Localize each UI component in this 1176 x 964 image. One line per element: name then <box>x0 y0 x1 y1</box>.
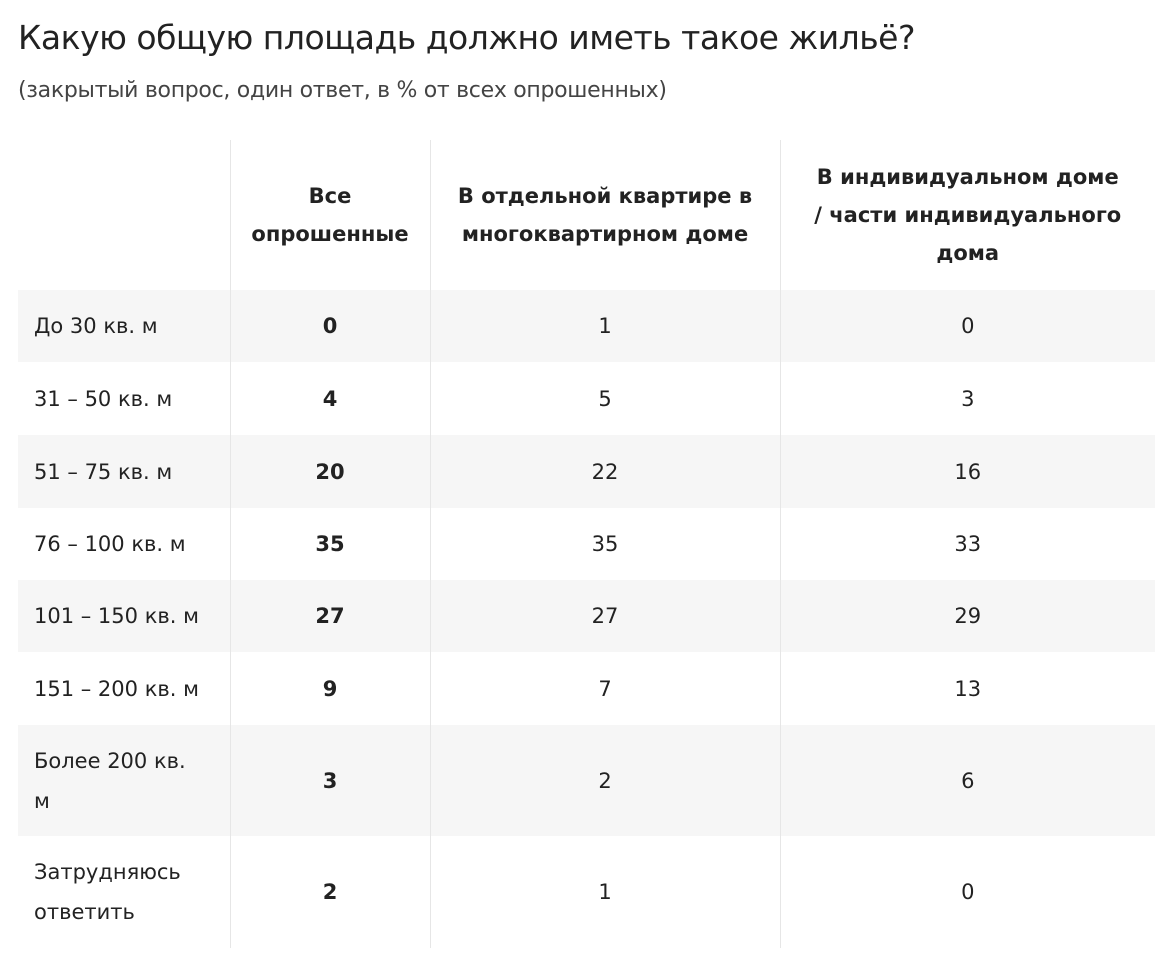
cell-value: 9 <box>229 652 430 725</box>
column-header-text: Все опрошенные <box>251 184 409 246</box>
cell-value: 20 <box>229 435 430 508</box>
cell-value: 3 <box>229 725 430 836</box>
cell-value: 4 <box>229 362 430 435</box>
cell-value: 33 <box>779 508 1155 580</box>
row-label: 51 – 75 кв. м <box>18 435 230 508</box>
survey-table: Все опрошенные В отдельной квартире в мн… <box>18 140 1155 948</box>
cell-value: 1 <box>429 290 780 362</box>
cell-value: 1 <box>429 836 780 948</box>
table-row: 151 – 200 кв. м 9 7 13 <box>18 652 1155 725</box>
corner <box>18 140 230 290</box>
cell-value: 0 <box>229 290 430 362</box>
row-label: Более 200 кв. м <box>18 725 230 836</box>
table-row: 51 – 75 кв. м 20 22 16 <box>18 435 1155 508</box>
cell-value: 35 <box>229 508 430 580</box>
title: Какую общую площадь должно иметь такое ж… <box>18 18 916 57</box>
column-header: Все опрошенные <box>229 140 430 290</box>
cell-value: 7 <box>429 652 780 725</box>
cell-value: 22 <box>429 435 780 508</box>
row-label: 76 – 100 кв. м <box>34 532 186 556</box>
row-label: 31 – 50 кв. м <box>34 386 173 411</box>
row-label: 101 – 150 кв. м <box>18 580 230 652</box>
subtitle: (закрытый вопрос, один ответ, в % от все… <box>18 78 667 103</box>
header-row: Все опрошенные В отдельной квартире в мн… <box>18 140 1155 290</box>
column-header-text: В индивидуальном доме / части индивидуал… <box>814 165 1122 265</box>
table-row: 76 – 100 кв. м 35 35 33 <box>18 508 1155 580</box>
cell-value: 27 <box>429 580 780 652</box>
cell-value: 5 <box>429 362 780 435</box>
cell-value: 13 <box>779 652 1155 725</box>
cell-value: 2 <box>229 836 430 948</box>
cell-value: 35 <box>429 508 780 580</box>
cell-value: 0 <box>779 836 1155 948</box>
cell-value: 16 <box>779 435 1155 508</box>
cell-value: 2 <box>429 725 780 836</box>
cell-value: 0 <box>779 290 1155 362</box>
row-label: До 30 кв. м <box>18 290 230 362</box>
column-header-text: В отдельной квартире в многоквартирном д… <box>457 184 753 246</box>
cell-value: 6 <box>779 725 1155 836</box>
cell-value: 3 <box>779 362 1155 435</box>
column-header: В отдельной квартире в многоквартирном д… <box>429 140 780 290</box>
row-label: Затрудняюсь ответить <box>34 860 181 924</box>
table-row: Затрудняюсь ответить 2 1 0 <box>18 836 1155 948</box>
column-header: В индивидуальном доме / части индивидуал… <box>779 140 1155 290</box>
table-body: До 30 кв. м 0 1 0 31 – 50 кв. м 4 5 3 51 – 75 кв… <box>18 290 1155 948</box>
cell-value: 27 <box>229 580 430 652</box>
cell-value: 29 <box>779 580 1155 652</box>
table-row: 101 – 150 кв. м 27 27 29 <box>18 580 1155 652</box>
row-label: 151 – 200 кв. м <box>34 676 199 701</box>
